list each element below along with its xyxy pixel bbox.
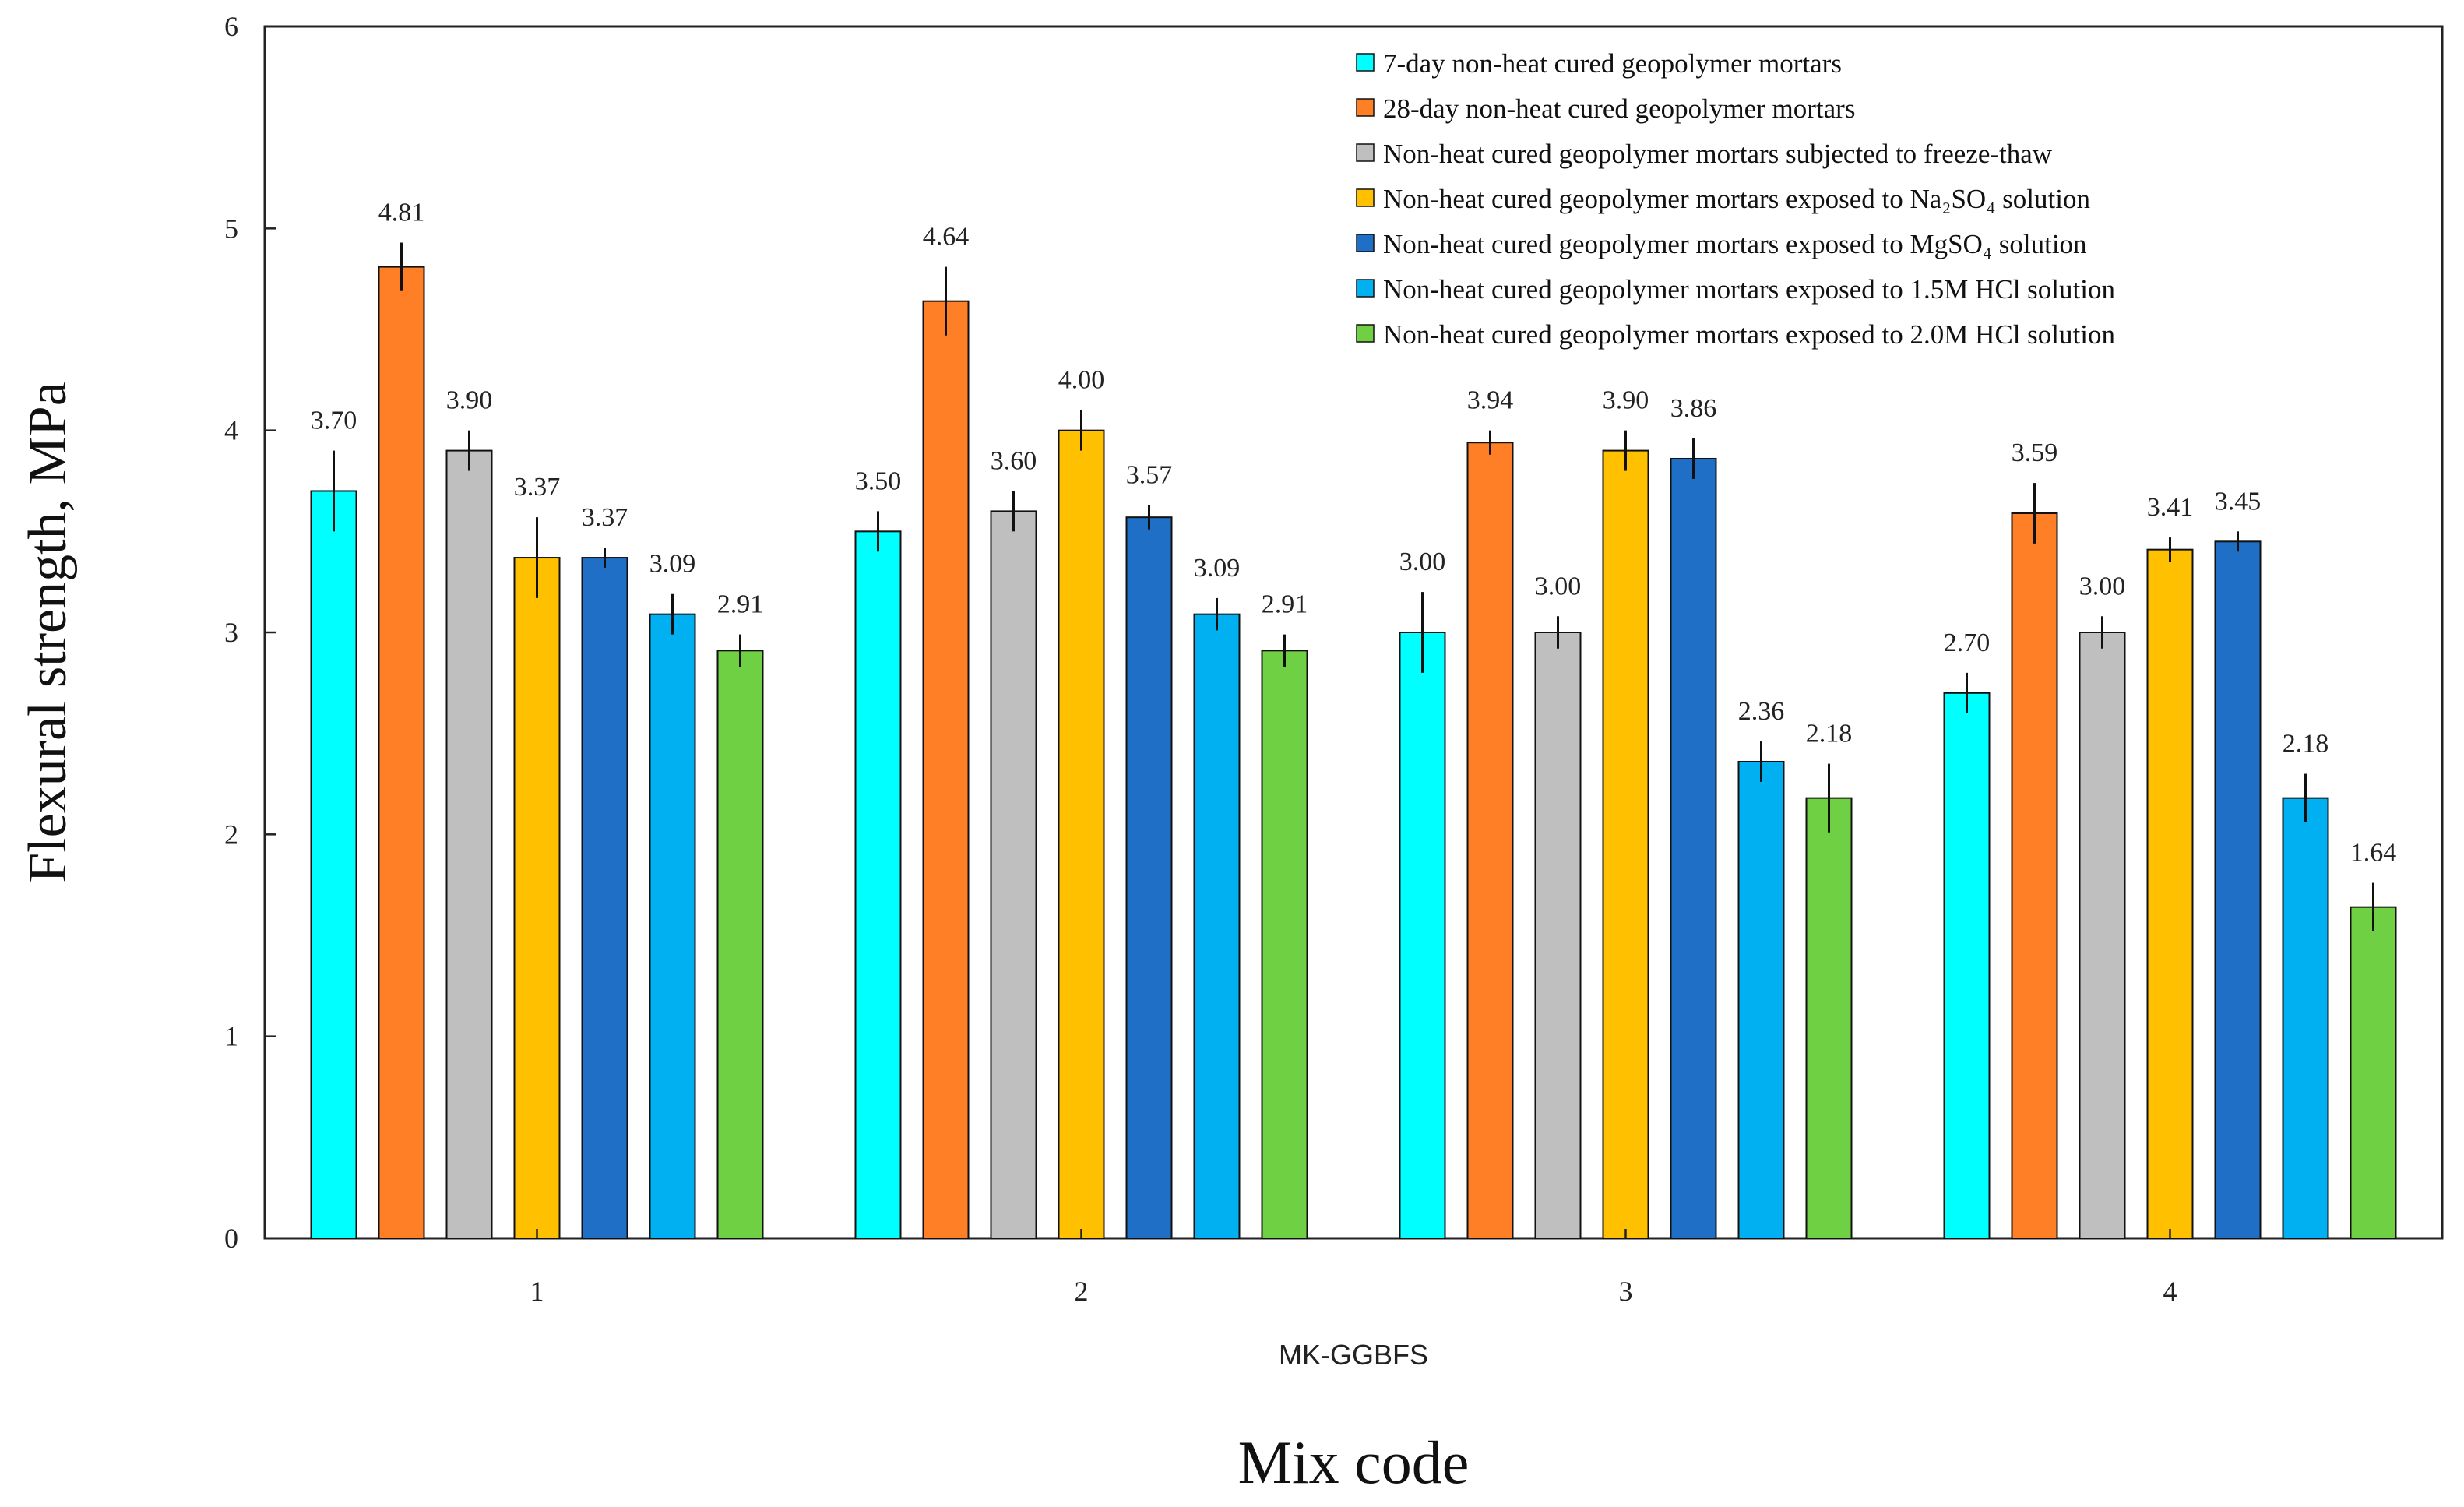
bar	[1534, 632, 1582, 1239]
bar	[1261, 650, 1308, 1239]
bar	[1737, 760, 1785, 1239]
bar	[1058, 429, 1105, 1240]
data-label: 3.09	[649, 550, 696, 579]
legend-swatch	[1356, 188, 1375, 207]
data-label: 2.18	[1806, 720, 1853, 748]
x-tick-label: 3	[1619, 1276, 1633, 1307]
x-tick-label: 2	[1075, 1276, 1089, 1307]
bar	[1466, 442, 1514, 1239]
legend-label: 28-day non-heat cured geopolymer mortars	[1383, 93, 1855, 124]
data-label: 3.90	[1603, 386, 1649, 415]
data-label: 4.81	[378, 198, 425, 227]
data-label: 4.64	[923, 223, 970, 252]
legend-swatch	[1356, 143, 1375, 162]
bar	[1399, 632, 1446, 1239]
bar	[1943, 692, 1991, 1239]
bar	[649, 613, 696, 1239]
legend-swatch	[1356, 234, 1375, 252]
bar	[2214, 540, 2262, 1239]
bar	[1193, 613, 1241, 1239]
data-label: 3.90	[446, 386, 493, 415]
y-tick-label: 5	[224, 213, 238, 244]
legend-label: Non-heat cured geopolymer mortars expose…	[1383, 274, 2115, 305]
x-axis-title: Mix code	[1238, 1428, 1470, 1496]
data-label: 3.09	[1194, 554, 1241, 583]
legend-label: Non-heat cured geopolymer mortars expose…	[1383, 229, 2087, 259]
bar	[581, 557, 628, 1239]
bars-layer	[310, 266, 2397, 1240]
bar	[1602, 449, 1649, 1239]
data-label: 2.18	[2283, 730, 2329, 759]
legend-swatch	[1356, 324, 1375, 343]
data-label: 3.00	[1535, 572, 1582, 600]
data-label: 3.50	[855, 467, 902, 495]
data-label: 2.91	[1262, 590, 1308, 619]
y-tick-label: 4	[224, 415, 238, 446]
legend-label: Non-heat cured geopolymer mortars subjec…	[1383, 139, 2053, 169]
data-label: 3.45	[2215, 487, 2262, 516]
bar	[2282, 797, 2329, 1239]
y-tick-label: 6	[224, 11, 238, 42]
y-tick-label: 3	[224, 617, 238, 648]
data-label: 2.70	[1944, 629, 1991, 657]
x-axis-ticks: 1 2 3 4	[530, 1229, 2177, 1307]
y-axis-ticks: 0 1 2 3 4 5 6	[224, 11, 276, 1254]
x-tick-label: 4	[2163, 1276, 2177, 1307]
data-label: 2.36	[1738, 697, 1785, 726]
bar	[854, 530, 902, 1239]
legend-label: 7-day non-heat cured geopolymer mortars	[1383, 48, 1842, 79]
legend-swatch	[1356, 98, 1375, 117]
bar	[922, 300, 970, 1239]
bar	[513, 557, 561, 1239]
bar	[2350, 906, 2397, 1240]
y-axis-title: Flexural strength, MPa	[18, 382, 78, 883]
error-bars-layer	[333, 242, 2374, 931]
data-label: 3.60	[991, 446, 1037, 475]
legend-label: Non-heat cured geopolymer mortars expose…	[1383, 319, 2115, 350]
bar	[378, 266, 425, 1239]
bar	[1125, 516, 1173, 1239]
x-tick-label: 1	[530, 1276, 544, 1307]
legend-label: Non-heat cured geopolymer mortars expose…	[1383, 184, 2090, 214]
bar	[2079, 632, 2126, 1239]
y-tick-label: 2	[224, 819, 238, 850]
data-label: 3.37	[582, 503, 628, 532]
legend-swatch	[1356, 53, 1375, 72]
data-label: 3.94	[1467, 386, 1514, 415]
bar	[445, 449, 493, 1239]
y-tick-label: 0	[224, 1223, 238, 1254]
data-label: 3.57	[1126, 461, 1173, 490]
bar	[2146, 548, 2194, 1239]
data-label: 3.41	[2147, 493, 2194, 522]
bar	[310, 490, 357, 1239]
bar	[2011, 512, 2058, 1239]
data-label: 3.37	[514, 473, 561, 502]
data-label: 4.00	[1058, 366, 1105, 395]
legend: 7-day non-heat cured geopolymer mortars 2…	[1356, 48, 2115, 350]
bar	[1805, 797, 1853, 1239]
legend-swatch	[1356, 279, 1375, 298]
data-label: 1.64	[2350, 839, 2397, 868]
bar	[716, 650, 764, 1239]
data-labels-layer: 3.70 4.81 3.90 3.37 3.37 3.09 2.91 3.50 4.64 3.60…	[311, 198, 2397, 867]
data-label: 3.86	[1670, 394, 1717, 423]
data-label: 3.59	[2012, 438, 2058, 467]
group-title: MK-GGBFS	[1279, 1339, 1428, 1371]
data-label: 3.00	[1399, 548, 1446, 576]
data-label: 3.70	[311, 407, 357, 435]
bar	[1670, 457, 1717, 1239]
bar	[990, 510, 1037, 1239]
data-label: 3.00	[2079, 572, 2126, 600]
y-tick-label: 1	[224, 1021, 238, 1052]
data-label: 2.91	[717, 590, 764, 619]
